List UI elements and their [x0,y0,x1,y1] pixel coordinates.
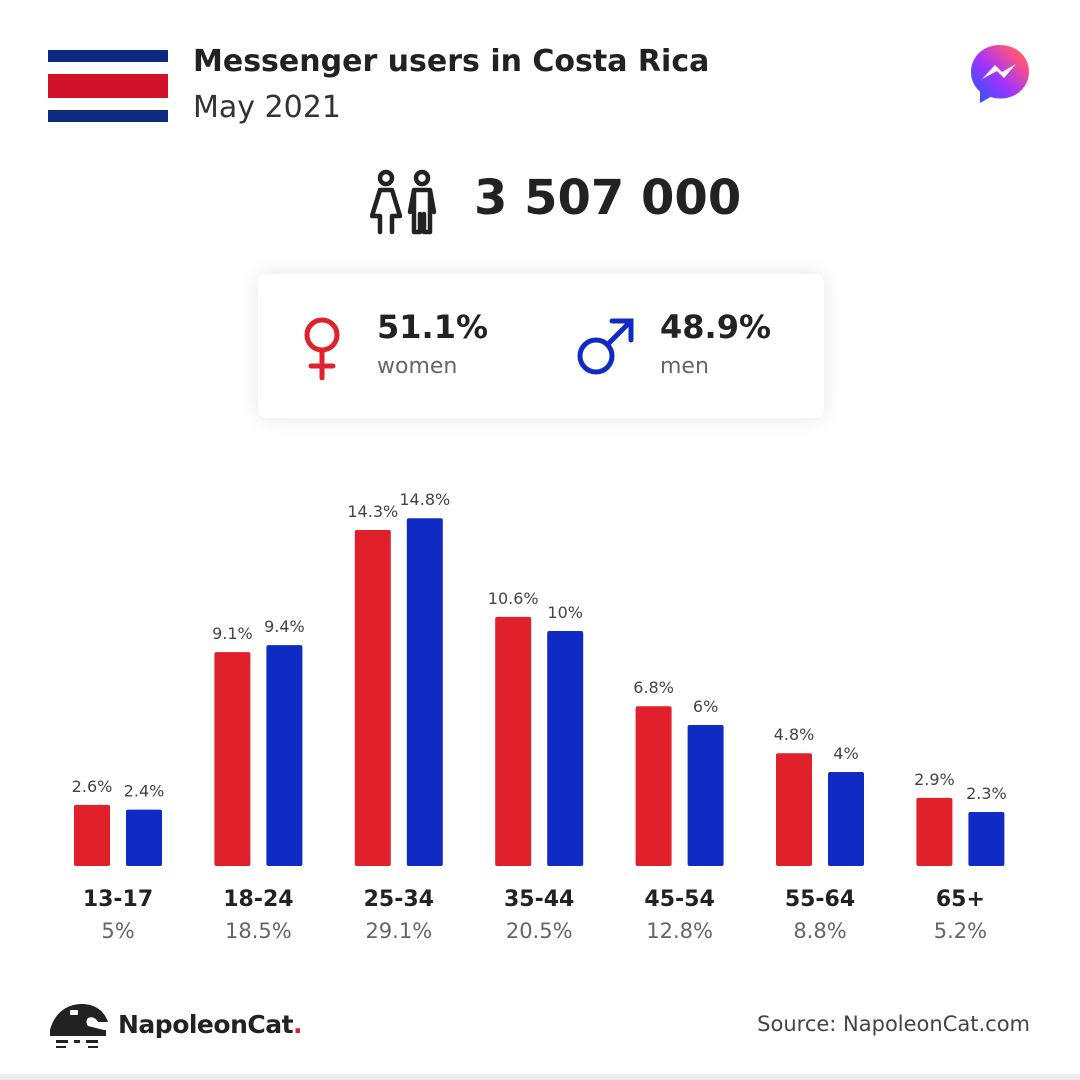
data-label-men-35-44: 10% [547,603,583,622]
category-label-55-64: 55-64 [785,887,855,912]
category-total-25-34: 29.1% [365,919,432,943]
men-label: men [660,354,709,379]
data-label-men-18-24: 9.4% [264,617,305,636]
category-label-13-17: 13-17 [83,887,153,912]
napoleoncat-brand: NapoleonCat. [118,1010,303,1039]
messenger-logo-icon [971,45,1029,103]
category-total-65+: 5.2% [934,919,987,943]
men-percentage: 48.9% [660,308,772,346]
gender-summary-card: 51.1% women 48.9% men [258,274,824,418]
bar-men-55-64 [828,772,864,866]
category-label-45-54: 45-54 [644,887,714,912]
data-label-women-18-24: 9.1% [212,624,253,643]
bar-men-45-54 [687,725,724,866]
bar-women-65+ [916,797,953,866]
category-label-18-24: 18-24 [223,887,293,912]
bar-men-65+ [968,811,1005,866]
data-label-women-55-64: 4.8% [774,725,815,744]
category-total-45-54: 12.8% [646,919,713,943]
bar-men-18-24 [266,645,303,866]
category-total-35-44: 20.5% [506,919,573,943]
bar-men-13-17 [126,809,162,866]
data-label-women-13-17: 2.6% [72,777,113,796]
brand-dot: . [293,1010,303,1039]
data-label-men-25-34: 14.8% [399,490,450,509]
bar-women-45-54 [635,706,672,866]
people-icon [370,169,437,235]
male-symbol-icon [577,318,634,375]
source-text: Source: NapoleonCat.com [757,1012,1030,1036]
bar-men-25-34 [406,518,443,866]
bar-women-55-64 [776,753,812,866]
bar-women-35-44 [495,616,532,866]
data-label-men-65+: 2.3% [966,784,1007,803]
page-subtitle: May 2021 [193,90,341,125]
data-label-women-25-34: 14.3% [347,502,398,521]
bar-men-35-44 [547,631,584,866]
category-total-18-24: 18.5% [225,919,292,943]
category-label-65+: 65+ [936,887,985,912]
category-total-13-17: 5% [101,919,134,943]
bar-women-13-17 [74,804,110,866]
data-label-women-65+: 2.9% [914,770,955,789]
bar-women-18-24 [214,652,251,866]
napoleoncat-logo-icon [50,1004,108,1048]
costa-rica-flag-icon [48,50,168,122]
total-users-value: 3 507 000 [474,170,742,226]
women-percentage: 51.1% [377,308,489,346]
category-total-55-64: 8.8% [793,919,846,943]
data-label-men-45-54: 6% [693,697,718,716]
category-label-25-34: 25-34 [364,887,434,912]
brand-name-text: NapoleonCat [118,1010,294,1039]
data-label-women-45-54: 6.8% [633,678,674,697]
age-gender-bar-chart: 2.6% 2.4% 13-17 5% 9.1% 9.4% 18-24 18.5% 14.3%14… [72,490,1007,943]
page-title: Messenger users in Costa Rica [193,44,710,79]
data-label-men-13-17: 2.4% [124,782,165,801]
women-label: women [377,354,458,379]
bottom-strip [0,1074,1080,1080]
bar-women-25-34 [354,529,391,866]
data-label-men-55-64: 4% [833,744,858,763]
female-symbol-icon [304,317,340,380]
category-label-35-44: 35-44 [504,887,574,912]
data-label-women-35-44: 10.6% [488,589,539,608]
